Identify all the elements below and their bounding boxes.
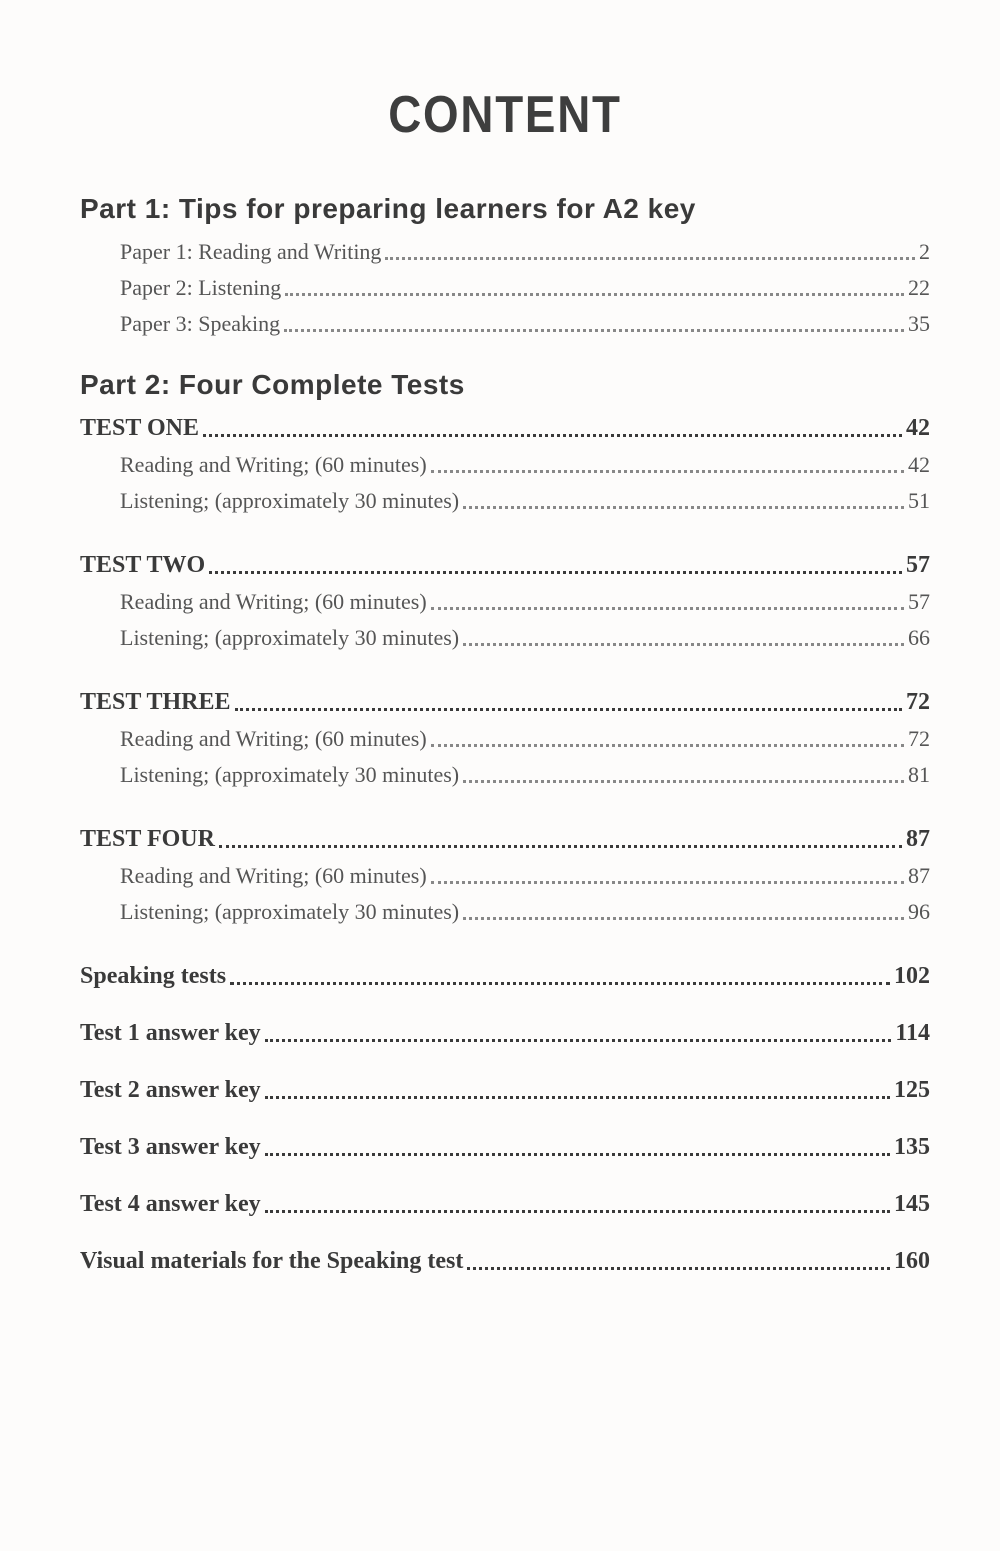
dot-leader: [235, 708, 902, 711]
dot-leader: [284, 329, 904, 332]
toc-row-extra: Test 1 answer key 114: [80, 1020, 930, 1047]
toc-page: 72: [906, 689, 930, 716]
dot-leader: [265, 1039, 892, 1042]
toc-label: TEST THREE: [80, 689, 231, 716]
toc-label: Test 2 answer key: [80, 1077, 261, 1104]
toc-label: TEST TWO: [80, 552, 205, 579]
dot-leader: [431, 744, 904, 747]
dot-leader: [431, 881, 904, 884]
toc-label: TEST ONE: [80, 415, 199, 442]
toc-page: 125: [894, 1077, 930, 1104]
toc-page: 51: [908, 488, 930, 514]
toc-label: Listening; (approximately 30 minutes): [120, 762, 459, 788]
toc-row: Listening; (approximately 30 minutes) 96: [80, 899, 930, 925]
dot-leader: [385, 257, 915, 260]
toc-row-test: TEST FOUR 87: [80, 826, 930, 853]
toc-row-extra: Speaking tests 102: [80, 963, 930, 990]
dot-leader: [431, 470, 904, 473]
toc-page: 87: [906, 826, 930, 853]
toc-label: Paper 1: Reading and Writing: [120, 239, 381, 265]
toc-page: 22: [908, 275, 930, 301]
toc-label: TEST FOUR: [80, 826, 215, 853]
toc-label: Listening; (approximately 30 minutes): [120, 625, 459, 651]
toc-row: Listening; (approximately 30 minutes) 81: [80, 762, 930, 788]
toc-row: Paper 2: Listening 22: [80, 275, 930, 301]
toc-row: Listening; (approximately 30 minutes) 51: [80, 488, 930, 514]
toc-page: 2: [919, 239, 930, 265]
toc-label: Listening; (approximately 30 minutes): [120, 899, 459, 925]
dot-leader: [265, 1153, 890, 1156]
toc-row: Paper 1: Reading and Writing 2: [80, 239, 930, 265]
dot-leader: [463, 506, 904, 509]
toc-label: Reading and Writing; (60 minutes): [120, 589, 427, 615]
toc-page: 57: [908, 589, 930, 615]
toc-row-test: TEST ONE 42: [80, 415, 930, 442]
toc-label: Test 1 answer key: [80, 1020, 261, 1047]
toc-page: 145: [894, 1191, 930, 1218]
toc-label: Reading and Writing; (60 minutes): [120, 863, 427, 889]
toc-label: Reading and Writing; (60 minutes): [120, 726, 427, 752]
dot-leader: [265, 1096, 890, 1099]
toc-row: Reading and Writing; (60 minutes) 87: [80, 863, 930, 889]
toc-page: 81: [908, 762, 930, 788]
dot-leader: [463, 917, 904, 920]
toc-page: 72: [908, 726, 930, 752]
dot-leader: [285, 293, 904, 296]
toc-row: Reading and Writing; (60 minutes) 72: [80, 726, 930, 752]
toc-label: Listening; (approximately 30 minutes): [120, 488, 459, 514]
toc-page: 114: [895, 1020, 930, 1047]
toc-row-extra: Visual materials for the Speaking test 1…: [80, 1248, 930, 1275]
toc-label: Reading and Writing; (60 minutes): [120, 452, 427, 478]
toc-label: Test 4 answer key: [80, 1191, 261, 1218]
toc-row: Paper 3: Speaking 35: [80, 311, 930, 337]
dot-leader: [463, 780, 904, 783]
toc-row: Listening; (approximately 30 minutes) 66: [80, 625, 930, 651]
toc-label: Visual materials for the Speaking test: [80, 1248, 463, 1275]
dot-leader: [209, 571, 902, 574]
dot-leader: [203, 434, 902, 437]
toc-row-test: TEST THREE 72: [80, 689, 930, 716]
toc-row-test: TEST TWO 57: [80, 552, 930, 579]
toc-row-extra: Test 4 answer key 145: [80, 1191, 930, 1218]
toc-page: 42: [906, 415, 930, 442]
toc-page: 35: [908, 311, 930, 337]
part2-heading: Part 2: Four Complete Tests: [80, 369, 930, 401]
page-title: CONTENT: [131, 85, 879, 145]
toc-row: Reading and Writing; (60 minutes) 57: [80, 589, 930, 615]
toc-label: Paper 2: Listening: [120, 275, 281, 301]
dot-leader: [219, 845, 902, 848]
toc-row: Reading and Writing; (60 minutes) 42: [80, 452, 930, 478]
toc-page: 102: [894, 963, 930, 990]
toc-page: 66: [908, 625, 930, 651]
part1-heading: Part 1: Tips for preparing learners for …: [80, 193, 930, 225]
dot-leader: [463, 643, 904, 646]
toc-page: 96: [908, 899, 930, 925]
toc-page: 135: [894, 1134, 930, 1161]
toc-page: 42: [908, 452, 930, 478]
dot-leader: [431, 607, 904, 610]
toc-page: 87: [908, 863, 930, 889]
dot-leader: [467, 1267, 890, 1270]
toc-label: Test 3 answer key: [80, 1134, 261, 1161]
toc-page: 160: [894, 1248, 930, 1275]
toc-label: Speaking tests: [80, 963, 226, 990]
toc-row-extra: Test 3 answer key 135: [80, 1134, 930, 1161]
toc-page: 57: [906, 552, 930, 579]
dot-leader: [265, 1210, 890, 1213]
toc-row-extra: Test 2 answer key 125: [80, 1077, 930, 1104]
toc-label: Paper 3: Speaking: [120, 311, 280, 337]
dot-leader: [230, 982, 890, 985]
